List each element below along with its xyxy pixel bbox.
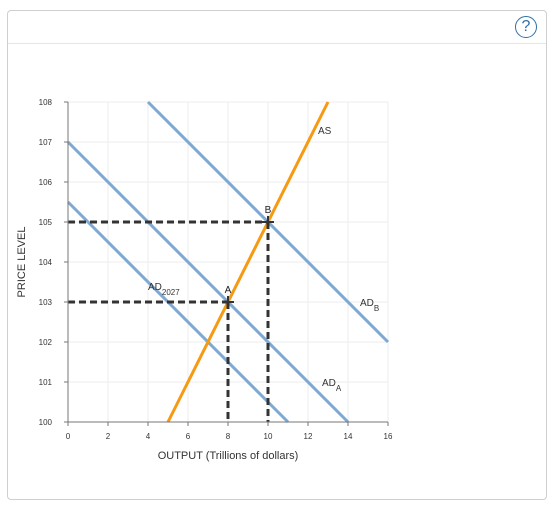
y-axis-label: PRICE LEVEL (16, 227, 28, 298)
curve-label-ad-2027: AD2027 (148, 282, 180, 297)
y-tick-label: 104 (39, 258, 53, 267)
curve-label-ad-b: ADB (360, 298, 379, 313)
y-tick-label: 106 (39, 178, 53, 187)
x-tick-label: 4 (146, 432, 151, 441)
curve-label-subscript: A (336, 384, 342, 393)
y-tick-label: 100 (39, 418, 53, 427)
x-tick-label: 2 (106, 432, 111, 441)
point-label-a: A (225, 285, 232, 296)
x-axis-label: OUTPUT (Trillions of dollars) (158, 450, 299, 462)
x-tick-label: 6 (186, 432, 191, 441)
curve-label-subscript: B (374, 304, 379, 313)
y-tick-label: 105 (39, 218, 53, 227)
point-label-b: B (265, 205, 272, 216)
ad-a-curve (66, 140, 350, 424)
x-tick-label: 12 (304, 432, 313, 441)
curve-label-subscript: 2027 (162, 288, 180, 297)
guide-lines (68, 216, 274, 422)
x-tick-label: 14 (344, 432, 353, 441)
curve-label-as: AS (318, 126, 332, 137)
panel-header: ? (8, 11, 546, 44)
x-tick-label: 0 (66, 432, 71, 441)
x-tick-label: 10 (264, 432, 273, 441)
axes: 0 2 4 6 8 10 12 14 16 100 101 102 103 104 105 106 107 108 (39, 98, 393, 441)
help-button[interactable]: ? (515, 16, 537, 38)
y-tick-label: 107 (39, 138, 53, 147)
curve-label-ad-a: ADA (322, 378, 342, 393)
x-tick-label: 8 (226, 432, 231, 441)
ad-2027-curve (66, 200, 290, 424)
x-tick-label: 16 (384, 432, 393, 441)
as-curve (166, 101, 330, 423)
y-tick-label: 102 (39, 338, 53, 347)
curve-labels: A B AD2027 ADA ADB AS (148, 126, 379, 393)
y-tick-label: 103 (39, 298, 53, 307)
y-tick-label: 108 (39, 98, 53, 107)
y-tick-label: 101 (39, 378, 53, 387)
question-panel: ? (7, 10, 547, 500)
